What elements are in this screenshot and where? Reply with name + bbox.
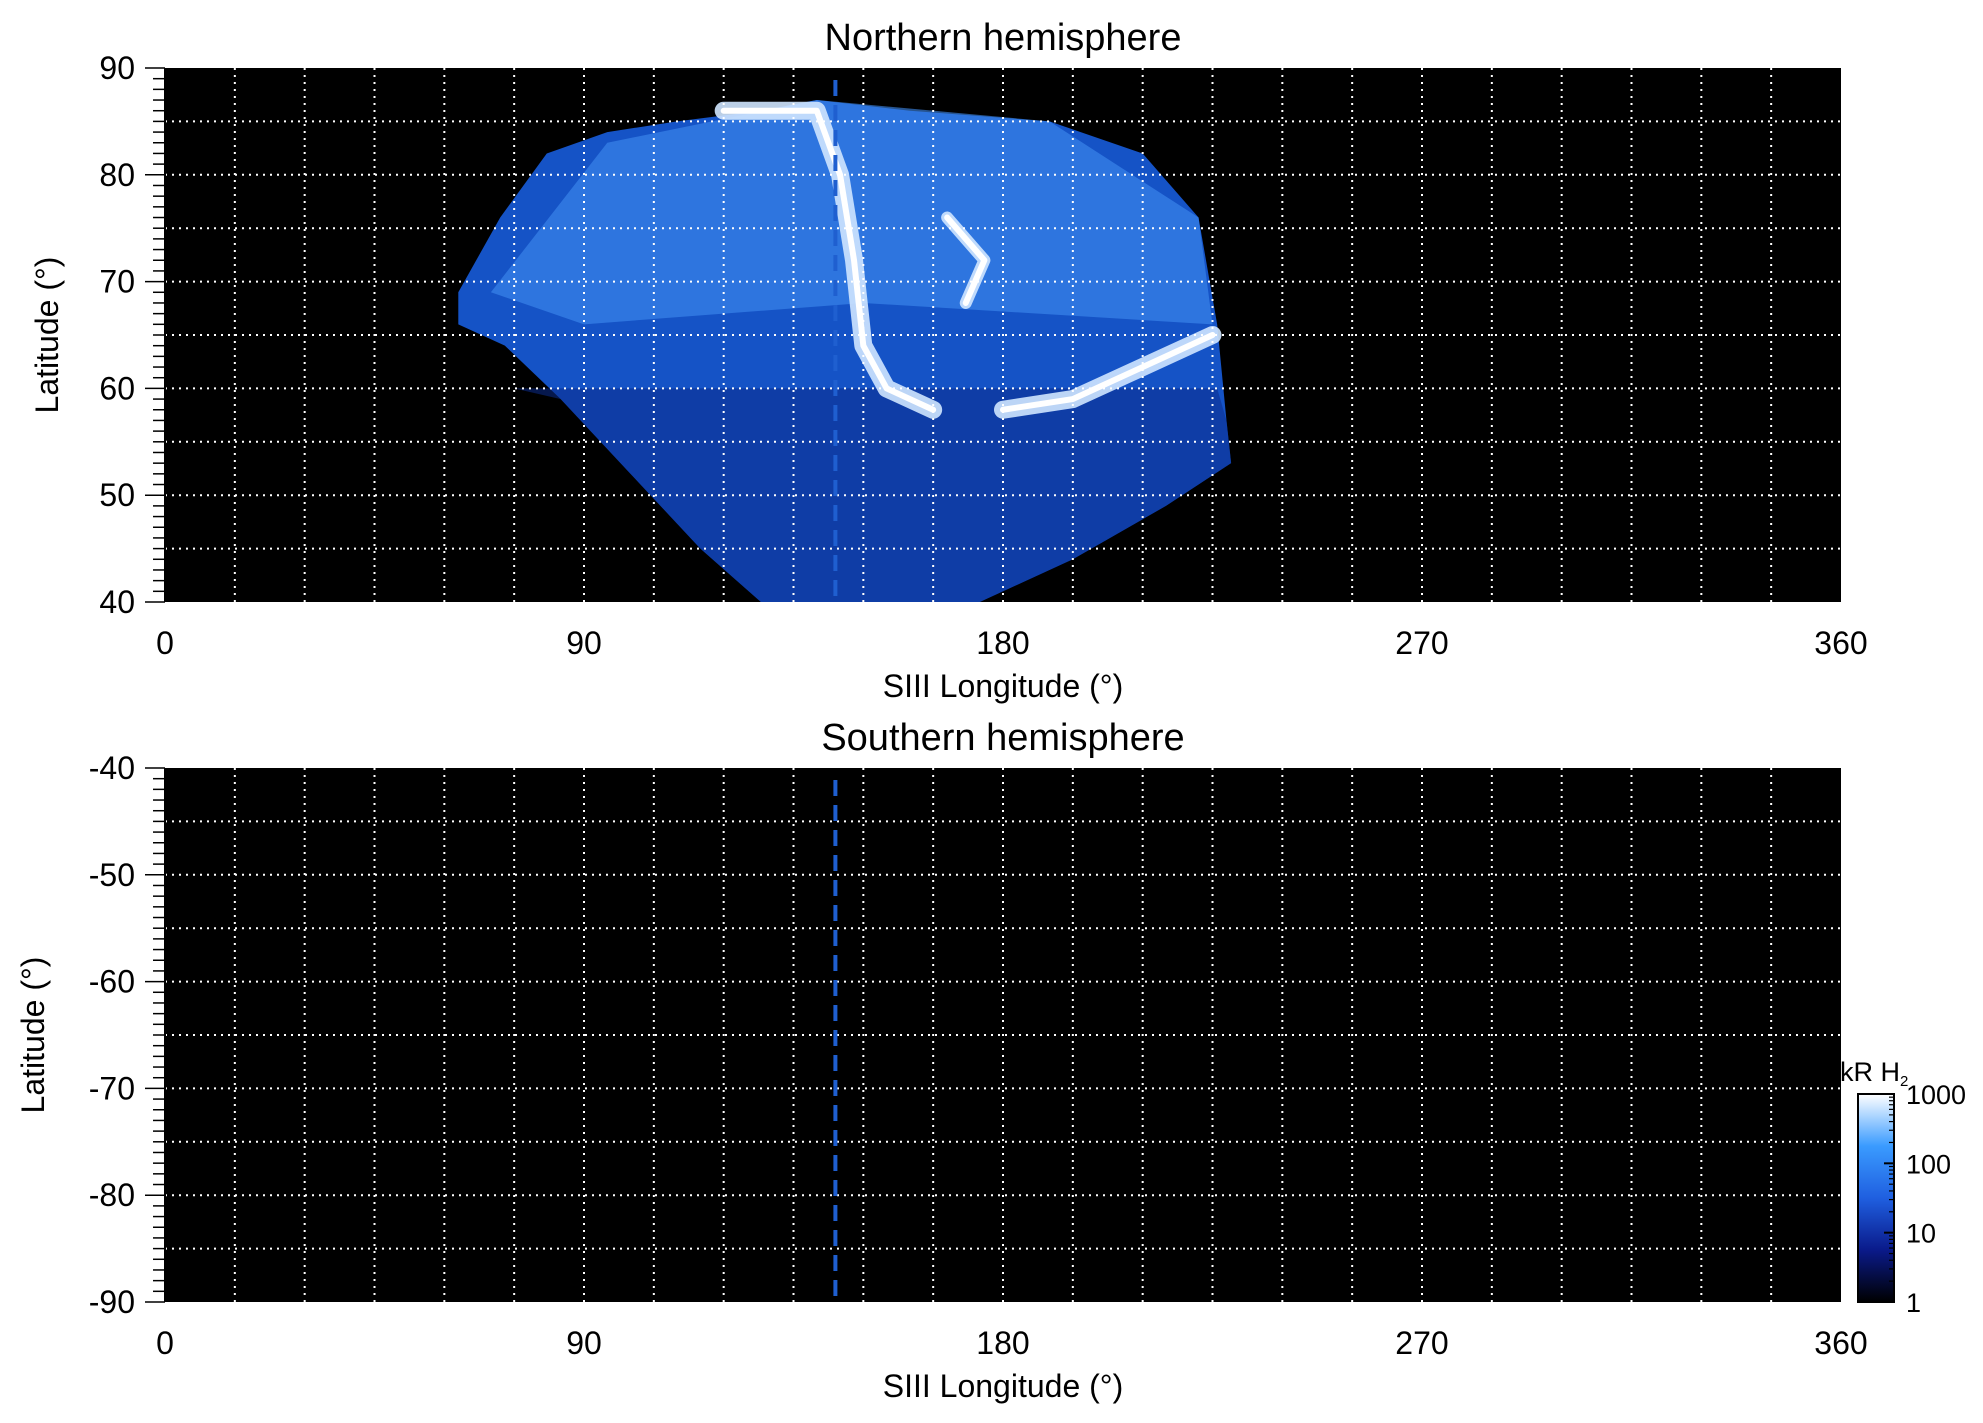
north-axes: 40 50 60 70 80 90 0 90 180 270 360 (99, 50, 1867, 661)
x-tick-label: 180 (976, 625, 1029, 661)
colorbar-gradient (1857, 1093, 1895, 1303)
y-tick-label: 50 (99, 477, 135, 513)
x-tick-label: 0 (156, 1325, 174, 1361)
x-tick-label: 90 (566, 625, 602, 661)
south-grid (165, 768, 1841, 1302)
y-tick-label: -90 (89, 1284, 135, 1320)
south-xlabel: SIII Longitude (°) (883, 1368, 1123, 1404)
y-tick-label: 40 (99, 584, 135, 620)
y-tick-label: 90 (99, 50, 135, 86)
x-tick-label: 90 (566, 1325, 602, 1361)
south-title: Southern hemisphere (821, 717, 1184, 759)
colorbar-ticks: 1 10 100 1000 (1884, 1080, 1966, 1318)
colorbar-tick-label: 100 (1906, 1149, 1951, 1179)
y-tick-label: 80 (99, 157, 135, 193)
north-title: Northern hemisphere (825, 17, 1182, 59)
north-ylabel: Latitude (°) (29, 257, 65, 414)
colorbar-tick-label: 1000 (1906, 1080, 1966, 1110)
north-coverage (458, 100, 1232, 602)
y-tick-label: 70 (99, 264, 135, 300)
x-tick-label: 0 (156, 625, 174, 661)
y-tick-label: 60 (99, 370, 135, 406)
y-tick-label: -80 (89, 1177, 135, 1213)
north-xlabel: SIII Longitude (°) (883, 668, 1123, 704)
colorbar-tick-label: 1 (1906, 1288, 1921, 1318)
y-tick-label: -40 (89, 750, 135, 786)
south-axes: -40 -50 -60 -70 -80 -90 0 90 180 270 360 (89, 750, 1868, 1361)
colorbar-label: kR H2 (1840, 1057, 1908, 1090)
x-tick-label: 270 (1395, 625, 1448, 661)
colorbar: kR H2 1 10 100 1000 (1840, 1057, 1966, 1318)
south-ylabel: Latitude (°) (15, 957, 51, 1114)
x-tick-label: 360 (1814, 1325, 1867, 1361)
x-tick-label: 180 (976, 1325, 1029, 1361)
south-panel: Southern hemisphere -40 -50 -60 -70 -80 -90 0 9… (15, 717, 1868, 1404)
x-tick-label: 270 (1395, 1325, 1448, 1361)
auroral-bright-core (1000, 332, 1216, 413)
north-grid (165, 68, 1841, 602)
colorbar-tick-label: 10 (1906, 1219, 1936, 1249)
auroral-bright-core (944, 214, 988, 306)
x-tick-label: 360 (1814, 625, 1867, 661)
y-tick-label: -70 (89, 1070, 135, 1106)
y-tick-label: -60 (89, 964, 135, 1000)
y-tick-label: -50 (89, 857, 135, 893)
north-panel: Northern hemisphere 40 50 60 70 80 90 0 90 180 27… (29, 17, 1868, 704)
